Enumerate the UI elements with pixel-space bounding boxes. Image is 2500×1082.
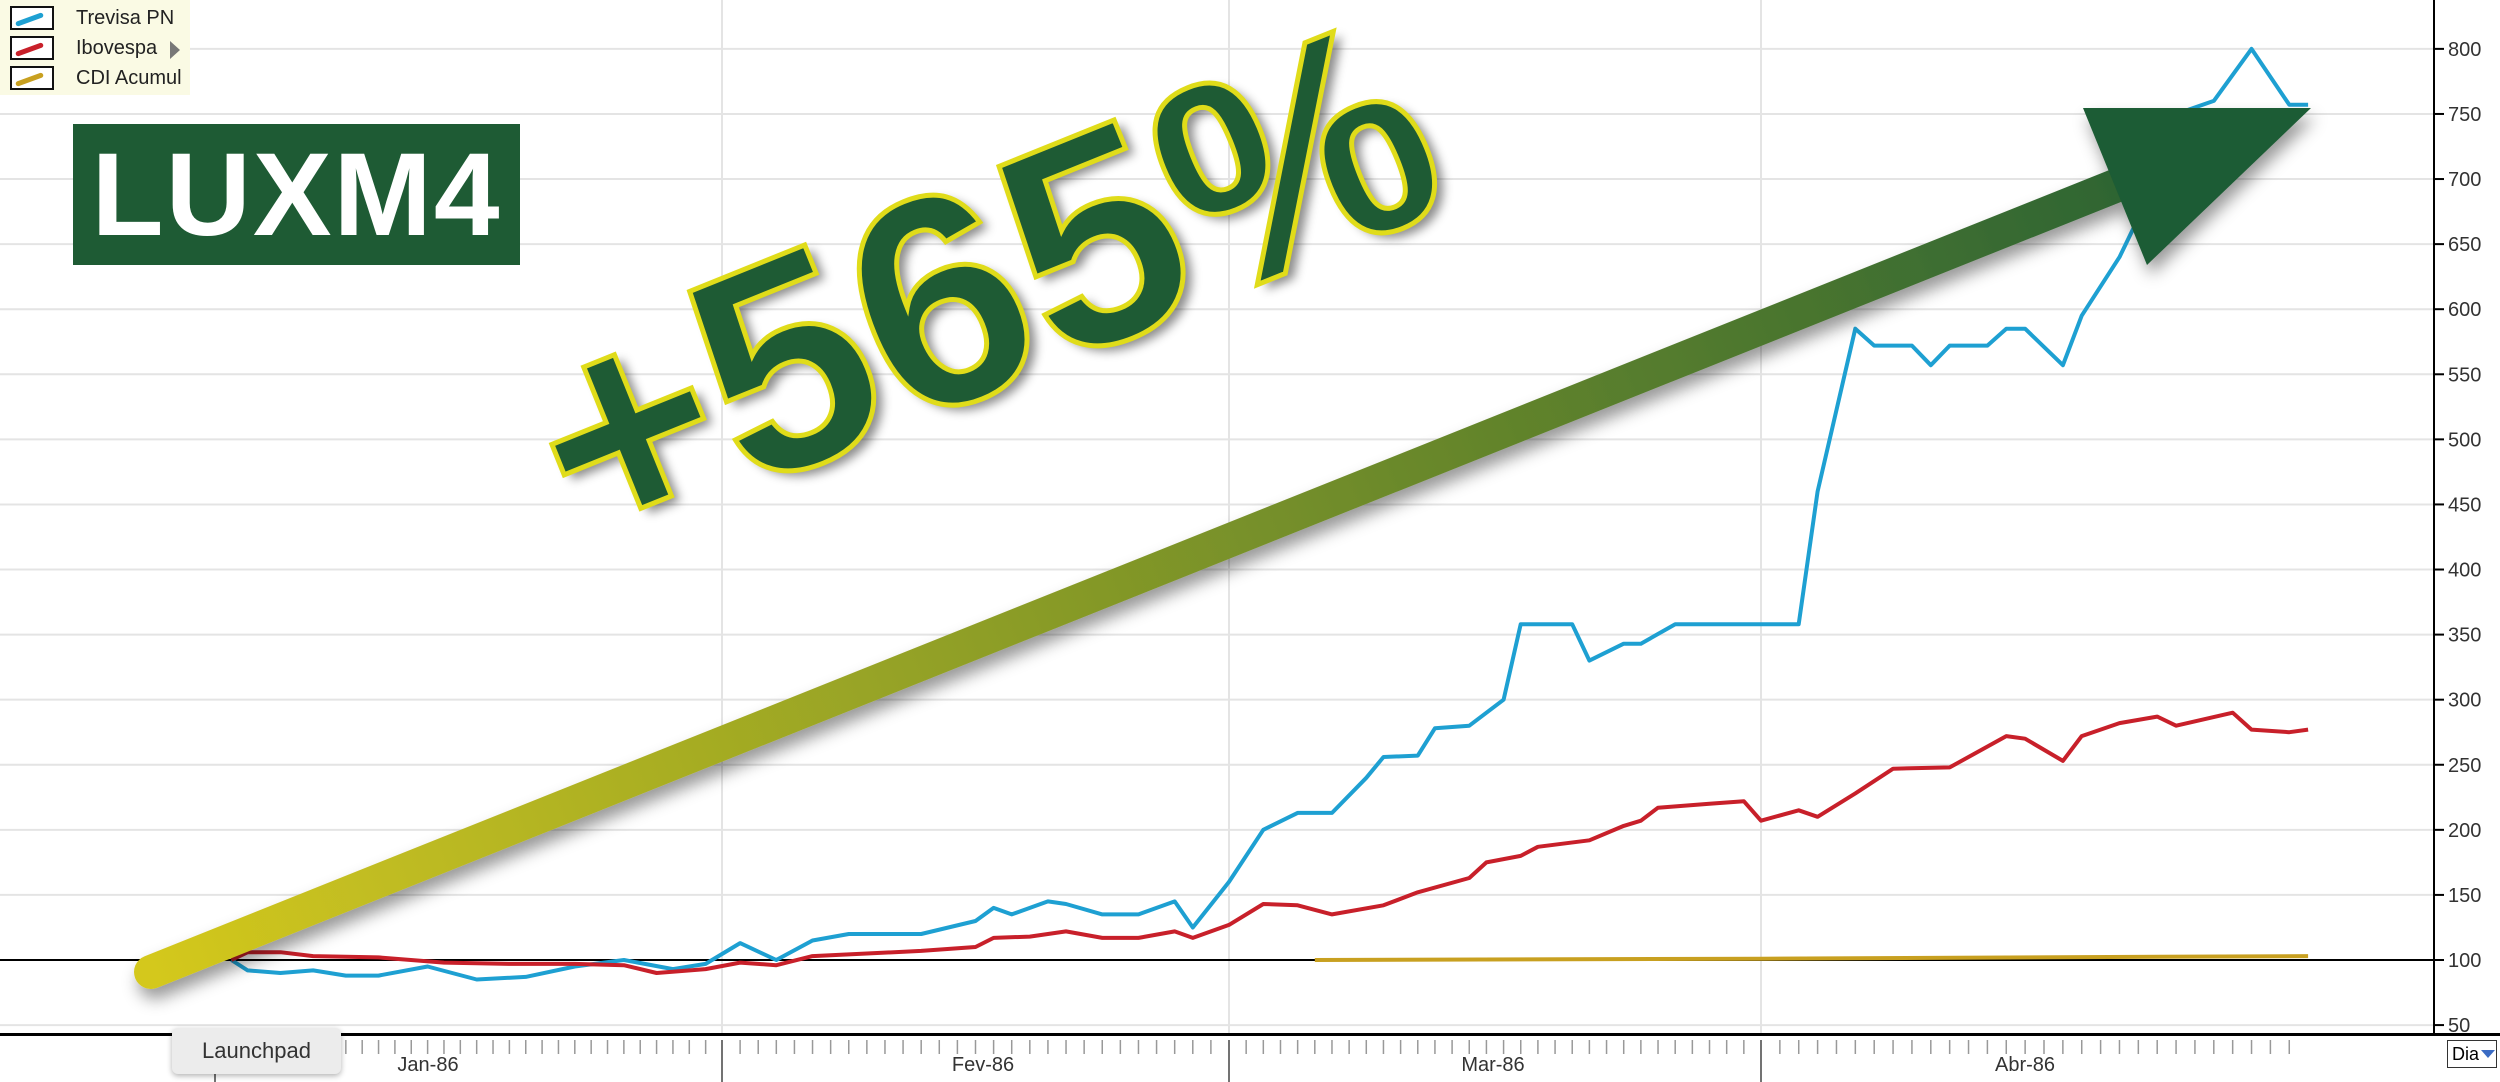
series-line-cdi-acumul (1314, 954, 2309, 962)
y-tick-label: 200 (2448, 820, 2481, 842)
trend-arrow (134, 108, 2311, 989)
x-tick-label: Abr-86 (1994, 1054, 2056, 1076)
legend: Trevisa PN Ibovespa CDI Acumul (0, 0, 190, 95)
x-tick-label: Fev-86 (951, 1054, 1015, 1076)
x-tick-label: Mar-86 (1461, 1054, 1525, 1076)
launchpad-tooltip: Launchpad (172, 1028, 341, 1074)
y-tick-label: 600 (2448, 299, 2481, 321)
legend-label: CDI Acumul (76, 66, 182, 89)
series-line-ibovespa (230, 710, 2309, 975)
legend-label: Trevisa PN (76, 6, 175, 29)
y-tick-label: 450 (2448, 494, 2481, 516)
y-tick-label: 500 (2448, 429, 2481, 451)
chevron-down-icon (2481, 1050, 2496, 1058)
legend-item-trevisa[interactable]: Trevisa PN (10, 4, 174, 32)
ticker-badge: LUXM4 (73, 124, 520, 265)
y-tick-label: 700 (2448, 169, 2481, 191)
legend-expand-arrow-icon[interactable] (170, 41, 180, 59)
y-tick-label: 250 (2448, 755, 2481, 777)
y-tick-label: 400 (2448, 560, 2481, 582)
x-tick-label: Jan-86 (397, 1054, 459, 1076)
series-line-trevisa-pn (230, 46, 2309, 982)
y-tick-label: 650 (2448, 234, 2481, 256)
period-select-value: Dia (2452, 1043, 2480, 1064)
legend-item-cdi[interactable]: CDI Acumul (10, 64, 182, 92)
legend-item-ibovespa[interactable]: Ibovespa (10, 34, 157, 62)
y-tick-label: 750 (2448, 104, 2481, 126)
period-select[interactable]: Dia (2447, 1040, 2497, 1068)
y-tick-label: 350 (2448, 625, 2481, 647)
y-tick-label: 300 (2448, 690, 2481, 712)
y-tick-label: 150 (2448, 885, 2481, 907)
y-tick-label: 100 (2448, 950, 2481, 972)
legend-label: Ibovespa (76, 36, 158, 59)
y-tick-label: 550 (2448, 364, 2481, 386)
y-tick-label: 50 (2448, 1015, 2470, 1037)
x-axis: Jan-86 Fev-86 Mar-86 Abr-86 (0, 1033, 2500, 1082)
y-tick-label: 800 (2448, 39, 2481, 61)
